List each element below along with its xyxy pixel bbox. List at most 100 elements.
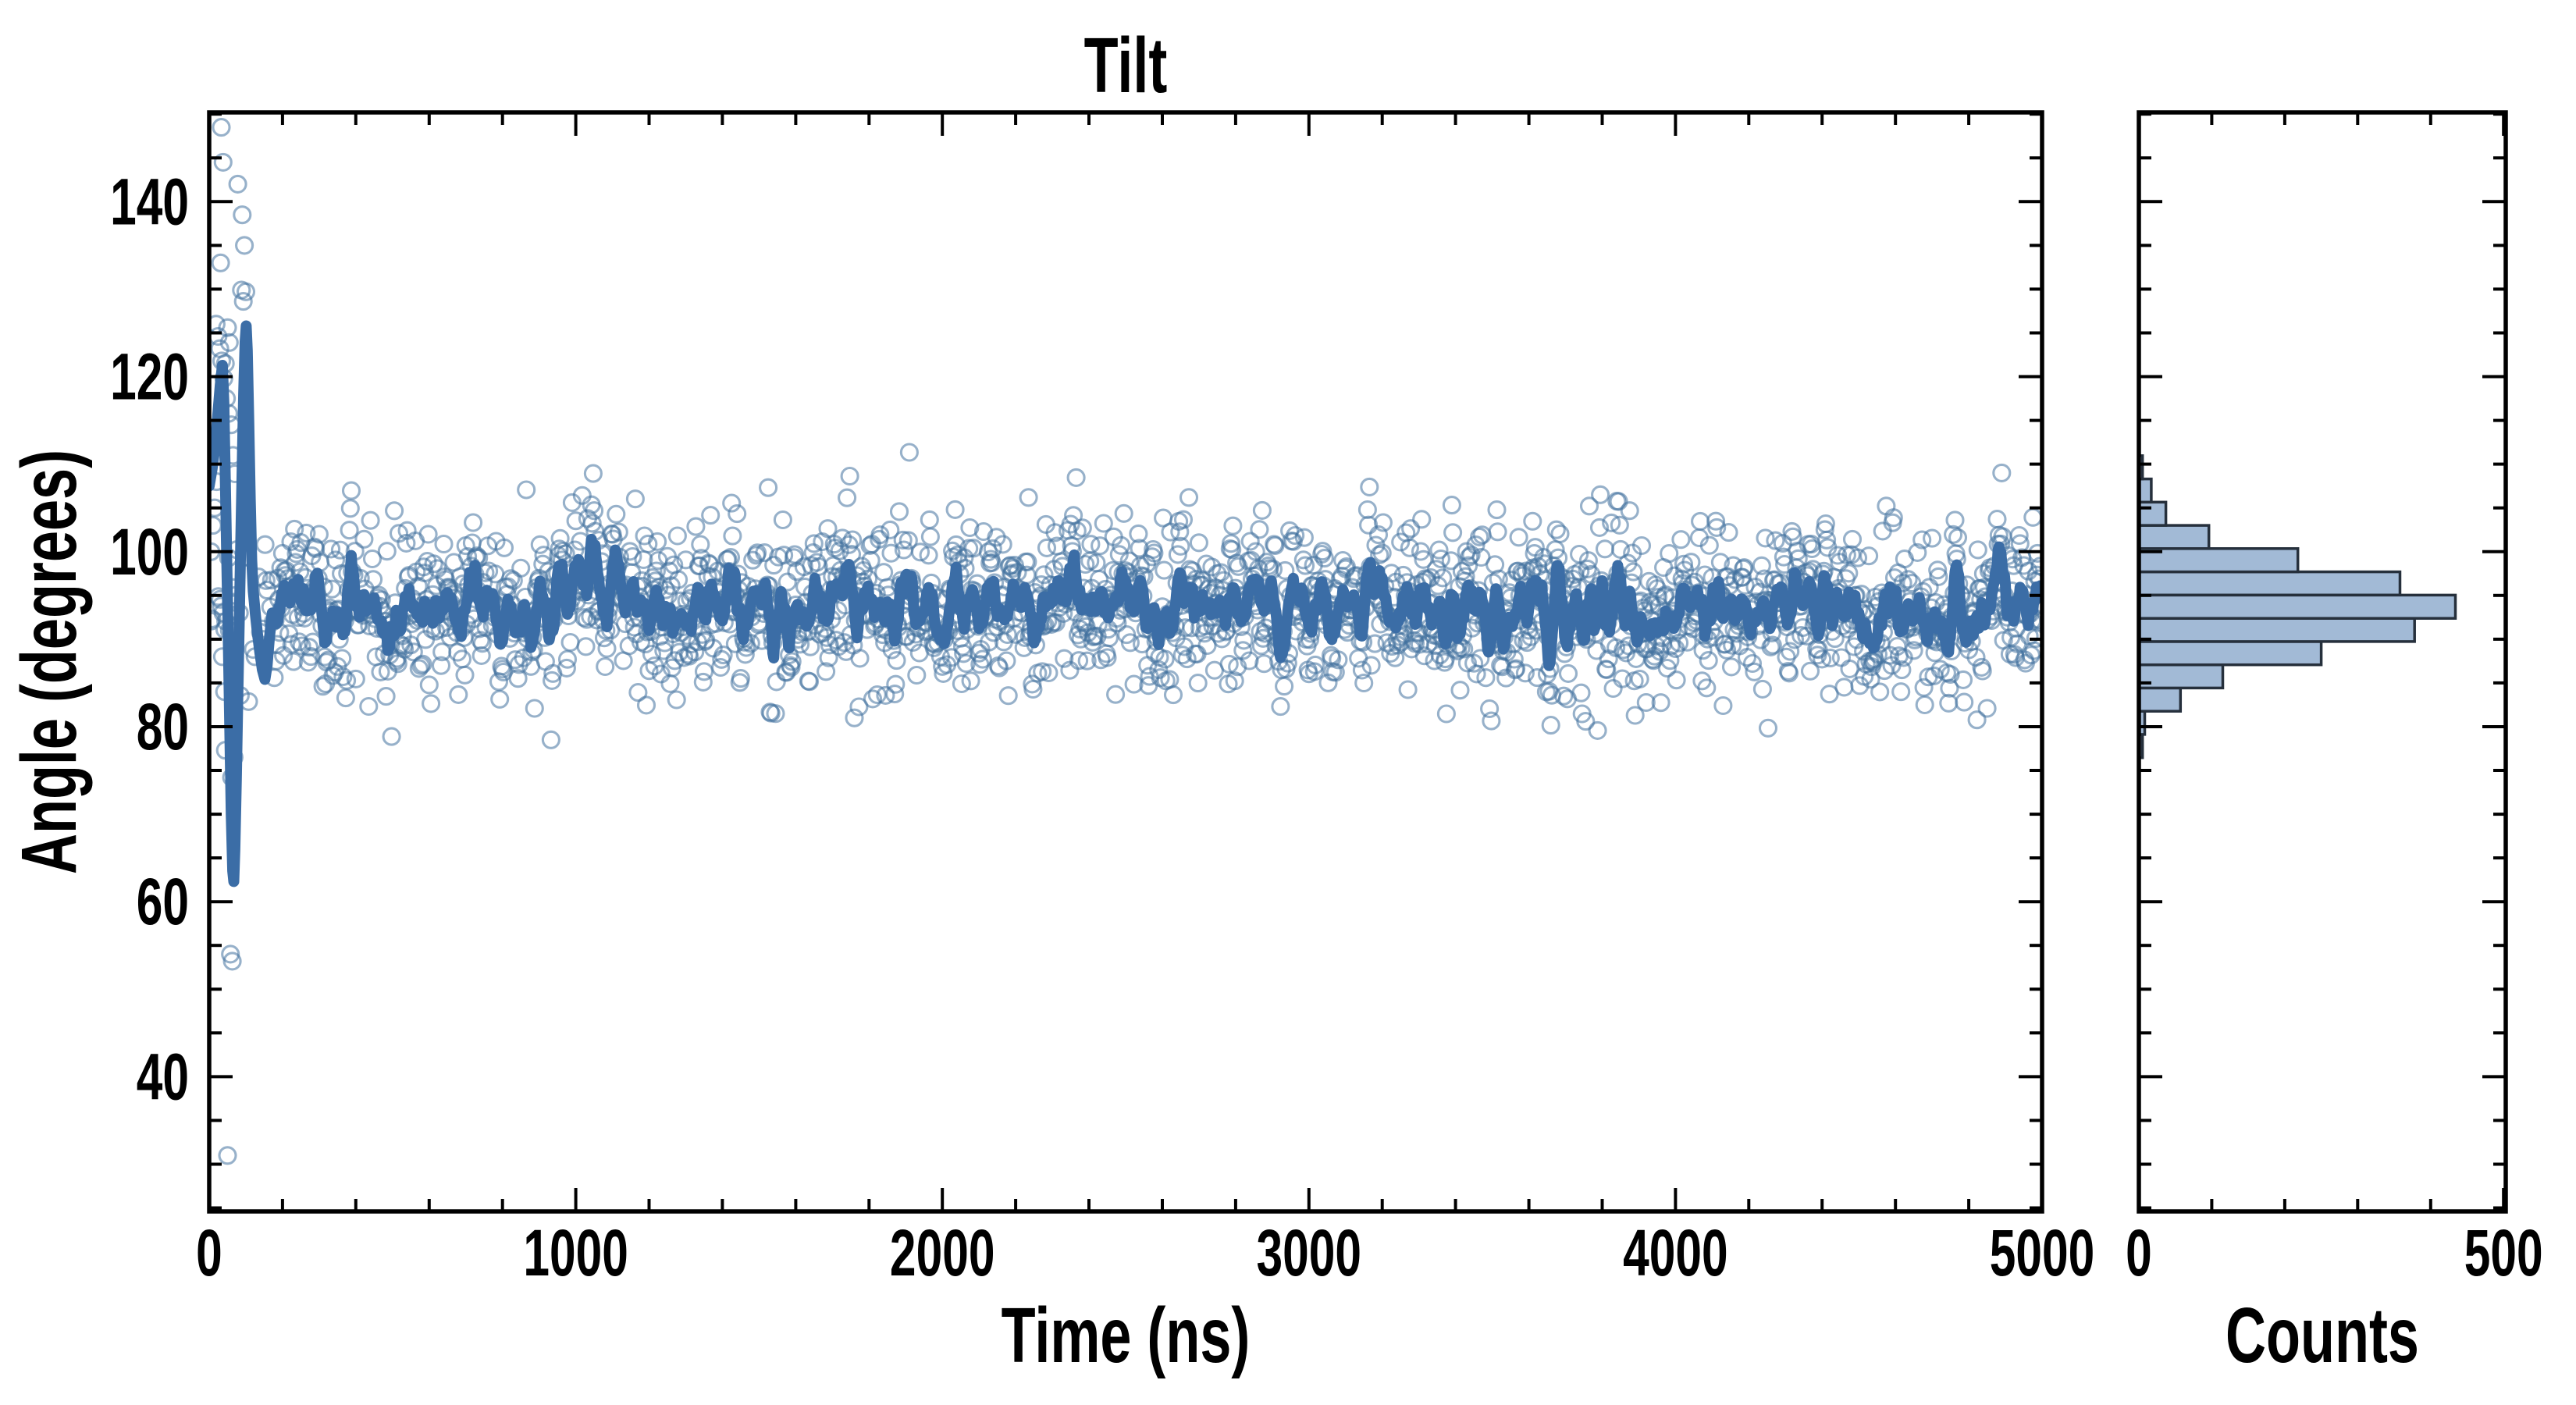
y-tick-label: 40 <box>137 1040 189 1114</box>
scatter-point <box>397 533 416 553</box>
scatter-point <box>419 675 439 695</box>
scatter-point <box>409 659 429 678</box>
scatter-point <box>886 674 906 694</box>
hist-x-axis-label: Counts <box>2226 1292 2419 1378</box>
scatter-point <box>691 535 710 554</box>
y-tick-label-group: 120 <box>110 340 189 414</box>
scatter-point <box>501 569 521 589</box>
x-tick-label-group: 4000 <box>1623 1216 1728 1289</box>
scatter-point <box>1120 633 1140 653</box>
scatter-point <box>297 523 316 542</box>
scatter-point <box>585 501 604 521</box>
scatter-point <box>731 669 750 688</box>
scatter-point <box>625 489 645 509</box>
scatter-point <box>346 669 365 688</box>
scatter-point <box>982 553 1002 572</box>
scatter-point <box>833 528 852 548</box>
scatter-point <box>371 662 390 681</box>
scatter-point <box>377 542 397 561</box>
scatter-point <box>209 609 222 628</box>
hist-bar <box>2139 663 2225 690</box>
scatter-point <box>288 608 308 628</box>
scatter-point <box>819 648 838 667</box>
hist-x-tick-label: 500 <box>2464 1216 2543 1289</box>
scatter-point <box>881 543 901 563</box>
hist-bar <box>2139 593 2457 620</box>
scatter-point <box>1106 685 1126 704</box>
scatter-point <box>1119 551 1139 571</box>
scatter-point <box>1045 523 1065 542</box>
scatter-point <box>686 517 706 536</box>
scatter-point <box>607 504 626 524</box>
scatter-point <box>843 530 863 550</box>
hist-bar <box>2139 524 2211 550</box>
hist-bar <box>2139 686 2183 713</box>
scatter-point <box>839 535 859 554</box>
scatter-point <box>980 632 999 652</box>
scatter-point <box>840 466 859 486</box>
scatter-point <box>449 685 468 704</box>
scatter-point <box>340 521 359 540</box>
hist-bar <box>2139 570 2402 597</box>
scatter-point <box>609 522 628 542</box>
scatter-point <box>525 699 544 718</box>
x-tick-label-group: 0 <box>196 1216 222 1289</box>
y-axis-label: Angle (degrees) <box>5 450 92 874</box>
scatter-point <box>889 502 909 521</box>
scatter-point <box>628 683 648 702</box>
scatter-point <box>1061 514 1080 534</box>
scatter-point <box>920 527 940 546</box>
scatter-point <box>313 677 333 696</box>
scatter-point <box>1124 674 1144 694</box>
scatter-point <box>893 530 913 550</box>
scatter-point <box>711 657 731 678</box>
scatter-point <box>669 570 688 589</box>
x-axis-label-group: Time (ns) <box>1002 1292 1251 1378</box>
scatter-point <box>333 667 353 687</box>
x-tick-label-group: 3000 <box>1257 1216 1362 1289</box>
scatter-point <box>582 514 602 533</box>
scatter-point <box>910 542 930 562</box>
scatter-point <box>541 730 560 749</box>
scatter-point <box>434 534 454 554</box>
x-tick-label: 2000 <box>890 1216 995 1289</box>
scatter-point <box>818 519 838 539</box>
scatter-point <box>863 689 883 709</box>
scatter-point <box>511 558 531 578</box>
scatter-point <box>530 535 550 554</box>
scatter-point <box>642 644 662 664</box>
scatter-point <box>997 651 1016 670</box>
scatter-point <box>907 665 927 685</box>
scatter-point <box>385 501 404 521</box>
scatter-point <box>804 534 824 553</box>
scatter-point <box>773 510 792 530</box>
scatter-point <box>596 656 615 677</box>
scatter-point <box>759 478 778 497</box>
scatter-point <box>667 526 687 546</box>
scatter-point <box>934 663 953 683</box>
scatter-point <box>722 493 742 513</box>
scatter-point <box>1114 503 1133 523</box>
scatter-point <box>322 539 341 559</box>
scatter-point <box>354 529 374 549</box>
scatter-point <box>333 649 352 668</box>
hist-bar <box>2139 547 2300 574</box>
scatter-point <box>286 553 305 572</box>
scatter-point <box>774 546 794 565</box>
hist-bar <box>2139 617 2416 643</box>
scatter-point <box>341 481 361 500</box>
scatter-point <box>1069 651 1089 670</box>
scatter-point <box>817 662 836 681</box>
chart-title-group: Tilt <box>1084 22 1168 108</box>
scatter-point <box>292 636 311 656</box>
scatter-point <box>881 520 900 539</box>
scatter-point <box>382 727 401 746</box>
scatter-point <box>728 504 747 524</box>
scatter-point <box>1039 663 1059 683</box>
scatter-point <box>887 651 906 670</box>
scatter-point <box>534 546 553 565</box>
scatter-point <box>283 652 304 671</box>
scatter-point <box>257 580 277 600</box>
x-tick-label-group: 2000 <box>890 1216 995 1289</box>
scatter-point <box>1077 651 1097 670</box>
